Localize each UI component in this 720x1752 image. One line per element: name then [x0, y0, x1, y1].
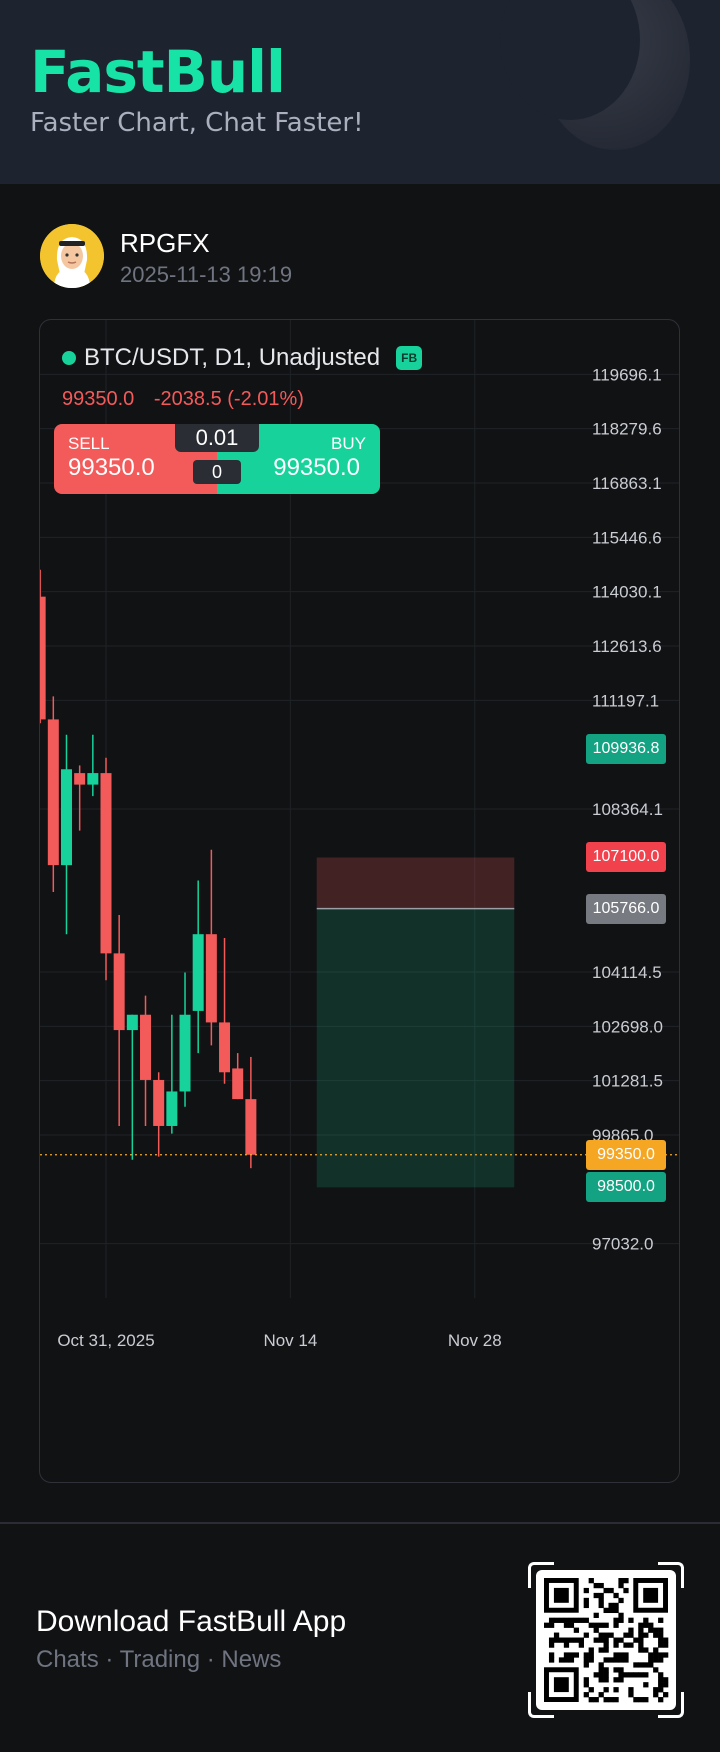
- buy-price: 99350.0: [273, 454, 360, 481]
- x-tick-label: Nov 14: [263, 1331, 317, 1350]
- status-dot-icon: [62, 351, 76, 365]
- candle-body: [245, 1099, 257, 1155]
- fb-badge-icon: FB: [396, 346, 423, 370]
- x-tick-label: Oct 31, 2025: [57, 1331, 154, 1350]
- symbol-row: BTC/USDT, D1, Unadjusted FB: [62, 344, 423, 372]
- candle-body: [87, 773, 99, 785]
- y-tick-label: 102698.0: [592, 1017, 663, 1036]
- username[interactable]: RPGFX: [120, 228, 210, 258]
- header-banner: FastBull Faster Chart, Chat Faster!: [0, 0, 720, 184]
- sell-label: SELL: [68, 434, 110, 453]
- buy-label: BUY: [331, 434, 366, 453]
- app-tagline: Faster Chart, Chat Faster!: [30, 108, 364, 138]
- price-tag: 98500.0: [586, 1172, 666, 1203]
- take-profit-zone: [316, 908, 515, 1188]
- candle-body: [74, 773, 86, 785]
- symbol-label[interactable]: BTC/USDT, D1, Unadjusted: [84, 344, 381, 371]
- download-subtitle: Chats · Trading · News: [36, 1646, 282, 1673]
- price-tag: 105766.0: [586, 893, 666, 924]
- qr-code-icon: [544, 1578, 669, 1703]
- post-timestamp: 2025-11-13 19:19: [120, 262, 293, 287]
- candlestick-chart[interactable]: 119696.1 118279.6 116863.1 115446.6 114030.1…: [40, 320, 680, 1483]
- download-title[interactable]: Download FastBull App: [36, 1605, 347, 1638]
- candle-body: [219, 1022, 231, 1073]
- candle-body: [140, 1014, 152, 1080]
- candle-body: [40, 596, 46, 720]
- candle-body: [60, 769, 72, 866]
- candle-body: [113, 953, 125, 1031]
- price-tag: 109936.8: [586, 733, 666, 764]
- candle-body: [232, 1068, 244, 1100]
- price-change: -2038.5 (-2.01%): [153, 388, 304, 410]
- y-tick-label: 116863.1: [592, 474, 662, 493]
- y-tick-label: 111197.1: [592, 691, 659, 710]
- y-tick-label: 119696.1: [592, 365, 662, 384]
- y-tick-label: 101281.5: [592, 1072, 663, 1091]
- candle-body: [126, 1014, 138, 1031]
- price-change-row: 99350.0 -2038.5 (-2.01%): [62, 388, 304, 411]
- candle-body: [47, 719, 59, 866]
- stop-loss-zone: [316, 857, 515, 909]
- candle-body: [100, 773, 112, 954]
- x-tick-label: Nov 28: [448, 1331, 502, 1350]
- qr-code[interactable]: [528, 1562, 684, 1718]
- last-price: 99350.0: [62, 388, 135, 410]
- sell-price: 99350.0: [68, 454, 155, 481]
- app-logo: FastBull: [30, 38, 286, 106]
- quantity-input[interactable]: 0.01: [175, 424, 259, 452]
- footer-divider: [0, 1522, 720, 1524]
- y-tick-label: 97032.0: [592, 1235, 653, 1254]
- candle-body: [153, 1079, 165, 1126]
- trade-panel: SELL 99350.0 BUY 99350.0 0.01 0: [54, 424, 380, 494]
- price-tag: 107100.0: [586, 842, 666, 873]
- y-tick-label: 118279.6: [592, 420, 662, 439]
- y-tick-label: 112613.6: [592, 637, 662, 656]
- y-tick-label: 115446.6: [592, 528, 662, 547]
- chart-card[interactable]: 119696.1 118279.6 116863.1 115446.6 114030.1…: [39, 319, 680, 1483]
- candle-body: [205, 934, 217, 1023]
- avatar[interactable]: [40, 224, 104, 288]
- price-tag: 99350.0: [586, 1139, 666, 1170]
- candle-body: [192, 934, 204, 1011]
- candle-body: [179, 1014, 191, 1092]
- candle-body: [166, 1091, 178, 1126]
- y-tick-label: 108364.1: [592, 800, 663, 819]
- y-tick-label: 104114.5: [592, 963, 662, 982]
- y-tick-label: 114030.1: [592, 583, 662, 602]
- position-count: 0: [193, 460, 241, 484]
